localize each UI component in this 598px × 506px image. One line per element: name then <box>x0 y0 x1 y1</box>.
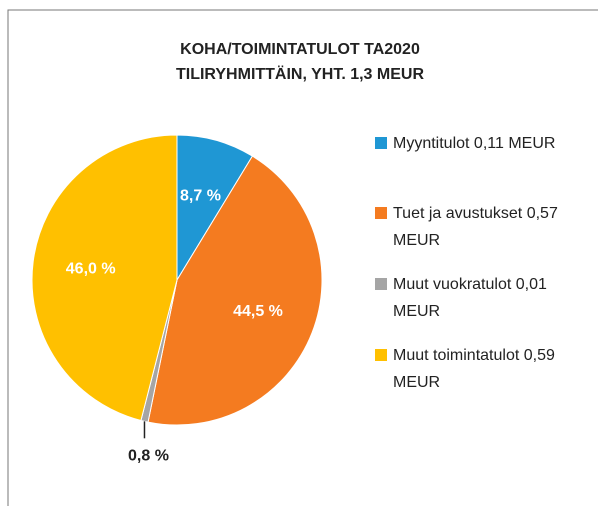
legend-label: Tuet ja avustukset 0,57 MEUR <box>393 205 558 249</box>
data-label: 0,8 % <box>128 448 169 465</box>
legend-label: Muut toimintatulot 0,59 MEUR <box>393 347 555 391</box>
legend-item: Myyntitulot 0,11 MEUR <box>375 130 590 157</box>
legend-swatch <box>375 349 387 361</box>
data-label: 46,0 % <box>66 260 116 277</box>
pie-slice <box>31 134 178 422</box>
legend-label: Muut vuokratulot 0,01 MEUR <box>393 276 547 320</box>
data-label: 44,5 % <box>233 303 283 320</box>
legend-item: Muut vuokratulot 0,01 MEUR <box>375 271 590 325</box>
legend-swatch <box>375 137 387 149</box>
legend-swatch <box>375 278 387 290</box>
legend-swatch <box>375 207 387 219</box>
legend-label: Myyntitulot 0,11 MEUR <box>393 135 556 152</box>
data-label: 8,7 % <box>180 187 221 204</box>
pie-slice <box>147 155 323 426</box>
chart-subtitle: TILIRYHMITTÄIN, YHT. 1,3 MEUR <box>176 65 424 83</box>
chart-title: KOHA/TOIMINTATULOT TA2020 <box>180 41 420 58</box>
legend-item: Muut toimintatulot 0,59 MEUR <box>375 342 590 396</box>
legend-item: Tuet ja avustukset 0,57 MEUR <box>375 200 590 254</box>
